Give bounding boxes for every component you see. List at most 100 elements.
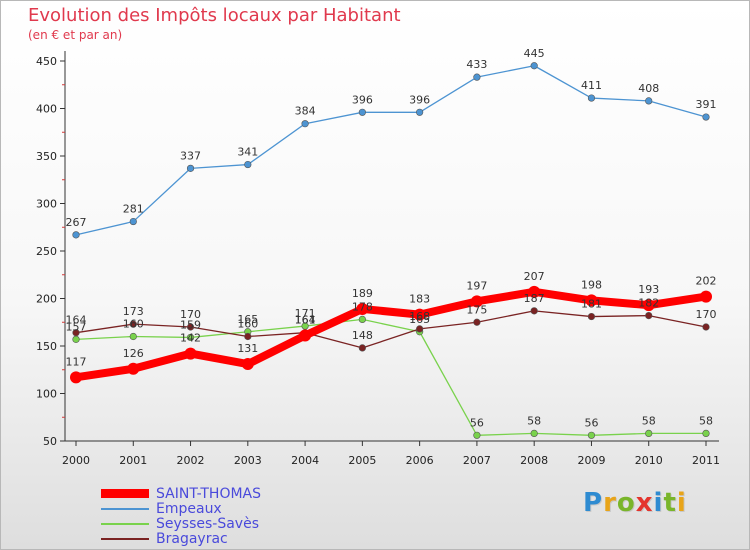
x-tick-label: 2002 [177,454,205,467]
data-label-bragayrac: 175 [466,303,487,316]
x-tick-label: 2000 [62,454,90,467]
data-point-seysses-saves [645,429,653,438]
data-point-empeaux [72,231,80,239]
logo-letter: o [616,488,636,518]
data-label-seysses-saves: 58 [642,414,656,427]
data-label-empeaux: 445 [524,47,545,60]
data-point-empeaux [416,108,424,116]
data-label-seysses-saves: 160 [123,318,144,331]
data-label-bragayrac: 173 [123,305,144,318]
legend-swatch-saint-thomas [101,489,149,498]
data-point-empeaux [358,108,366,116]
series-line-saint-thomas [72,287,710,382]
y-tick-label: 350 [36,150,57,163]
data-point-bragayrac [244,332,252,341]
data-label-seysses-saves: 58 [699,414,713,427]
logo-letter: r [603,488,617,518]
data-point-empeaux [186,164,195,172]
y-tick-label: 250 [36,245,57,258]
data-point-empeaux [301,120,309,128]
logo-letter: P [583,488,604,518]
data-label-empeaux: 384 [295,105,316,118]
chart-subtitle: (en € et par an) [28,28,123,42]
series-empeaux [72,62,710,239]
logo-letter: i [676,488,687,518]
y-tick-label: 150 [36,340,57,353]
data-label-bragayrac: 160 [237,318,258,331]
data-point-empeaux [473,73,481,81]
x-tick-label: 2008 [520,454,548,467]
data-label-empeaux: 337 [180,149,201,162]
data-point-saint-thomas [413,308,426,321]
data-point-seysses-saves [530,429,538,438]
chart-title: Evolution des Impôts locaux par Habitant [28,5,401,26]
data-label-empeaux: 408 [638,82,659,95]
data-label-saint-thomas: 161 [295,314,316,327]
data-label-empeaux: 391 [696,98,717,111]
legend-label-seysses-saves: Seysses-Savès [156,516,259,532]
data-label-bragayrac: 164 [295,314,316,327]
data-label-empeaux: 341 [237,146,258,159]
data-point-seysses-saves [702,429,710,438]
series-line-bragayrac [75,310,707,349]
data-point-saint-thomas [70,371,82,384]
data-point-bragayrac [416,325,424,333]
data-label-saint-thomas: 198 [581,278,602,291]
logo-letter: t [663,488,677,518]
data-label-seysses-saves: 178 [352,300,373,313]
y-tick-label: 50 [43,435,57,448]
data-point-seysses-saves [129,332,137,341]
data-point-seysses-saves [72,335,80,343]
data-label-empeaux: 267 [66,216,87,229]
line-chart: 50 100 150 200 250 300 350 400 450 2000 2001 2002 20… [36,47,720,467]
data-label-bragayrac: 168 [409,310,430,323]
y-tick-label: 400 [36,103,57,116]
data-point-saint-thomas [184,347,197,360]
series-line-empeaux [75,65,707,236]
data-label-saint-thomas: 142 [180,332,201,345]
data-label-saint-thomas: 117 [66,355,87,368]
data-label-bragayrac: 148 [352,329,373,342]
data-point-bragayrac [702,323,710,331]
data-point-saint-thomas [299,329,312,342]
x-tick-label: 2005 [348,454,376,467]
data-point-seysses-saves [358,315,366,324]
logo-letter: x [635,488,654,518]
data-label-empeaux: 281 [123,203,144,216]
data-point-saint-thomas [642,299,655,312]
data-point-seysses-saves [186,333,195,342]
x-tick-label: 2009 [577,454,605,467]
data-label-seysses-saves: 159 [180,318,201,331]
data-point-empeaux [244,160,252,169]
data-point-bragayrac [530,307,538,315]
data-point-saint-thomas [700,290,712,303]
data-label-saint-thomas: 126 [123,347,144,360]
y-tick-label: 100 [36,388,57,401]
data-point-bragayrac [473,318,481,326]
x-tick-label: 2004 [291,454,319,467]
data-label-saint-thomas: 207 [524,270,545,283]
data-point-empeaux [702,113,710,121]
data-point-empeaux [645,97,653,105]
legend-label-bragayrac: Bragayrac [156,531,228,547]
data-point-bragayrac [186,323,195,331]
data-label-bragayrac: 181 [581,298,602,311]
data-label-seysses-saves: 56 [584,416,598,429]
legend-swatch-bragayrac [101,538,149,540]
x-tick-label: 2010 [635,454,663,467]
data-label-seysses-saves: 157 [66,320,87,333]
data-label-saint-thomas: 197 [466,279,487,292]
data-label-seysses-saves: 171 [295,307,316,320]
data-label-empeaux: 433 [466,58,487,71]
data-label-bragayrac: 187 [524,292,545,305]
data-label-bragayrac: 170 [180,308,201,321]
proxiti-logo: Proxiti [583,488,687,518]
x-tick-label: 2001 [119,454,147,467]
series-saint-thomas [70,285,712,384]
y-tick-label: 200 [36,293,57,306]
data-point-seysses-saves [473,431,481,439]
data-label-seysses-saves: 56 [470,416,484,429]
data-label-saint-thomas: 189 [352,287,373,300]
data-label-bragayrac: 170 [696,308,717,321]
